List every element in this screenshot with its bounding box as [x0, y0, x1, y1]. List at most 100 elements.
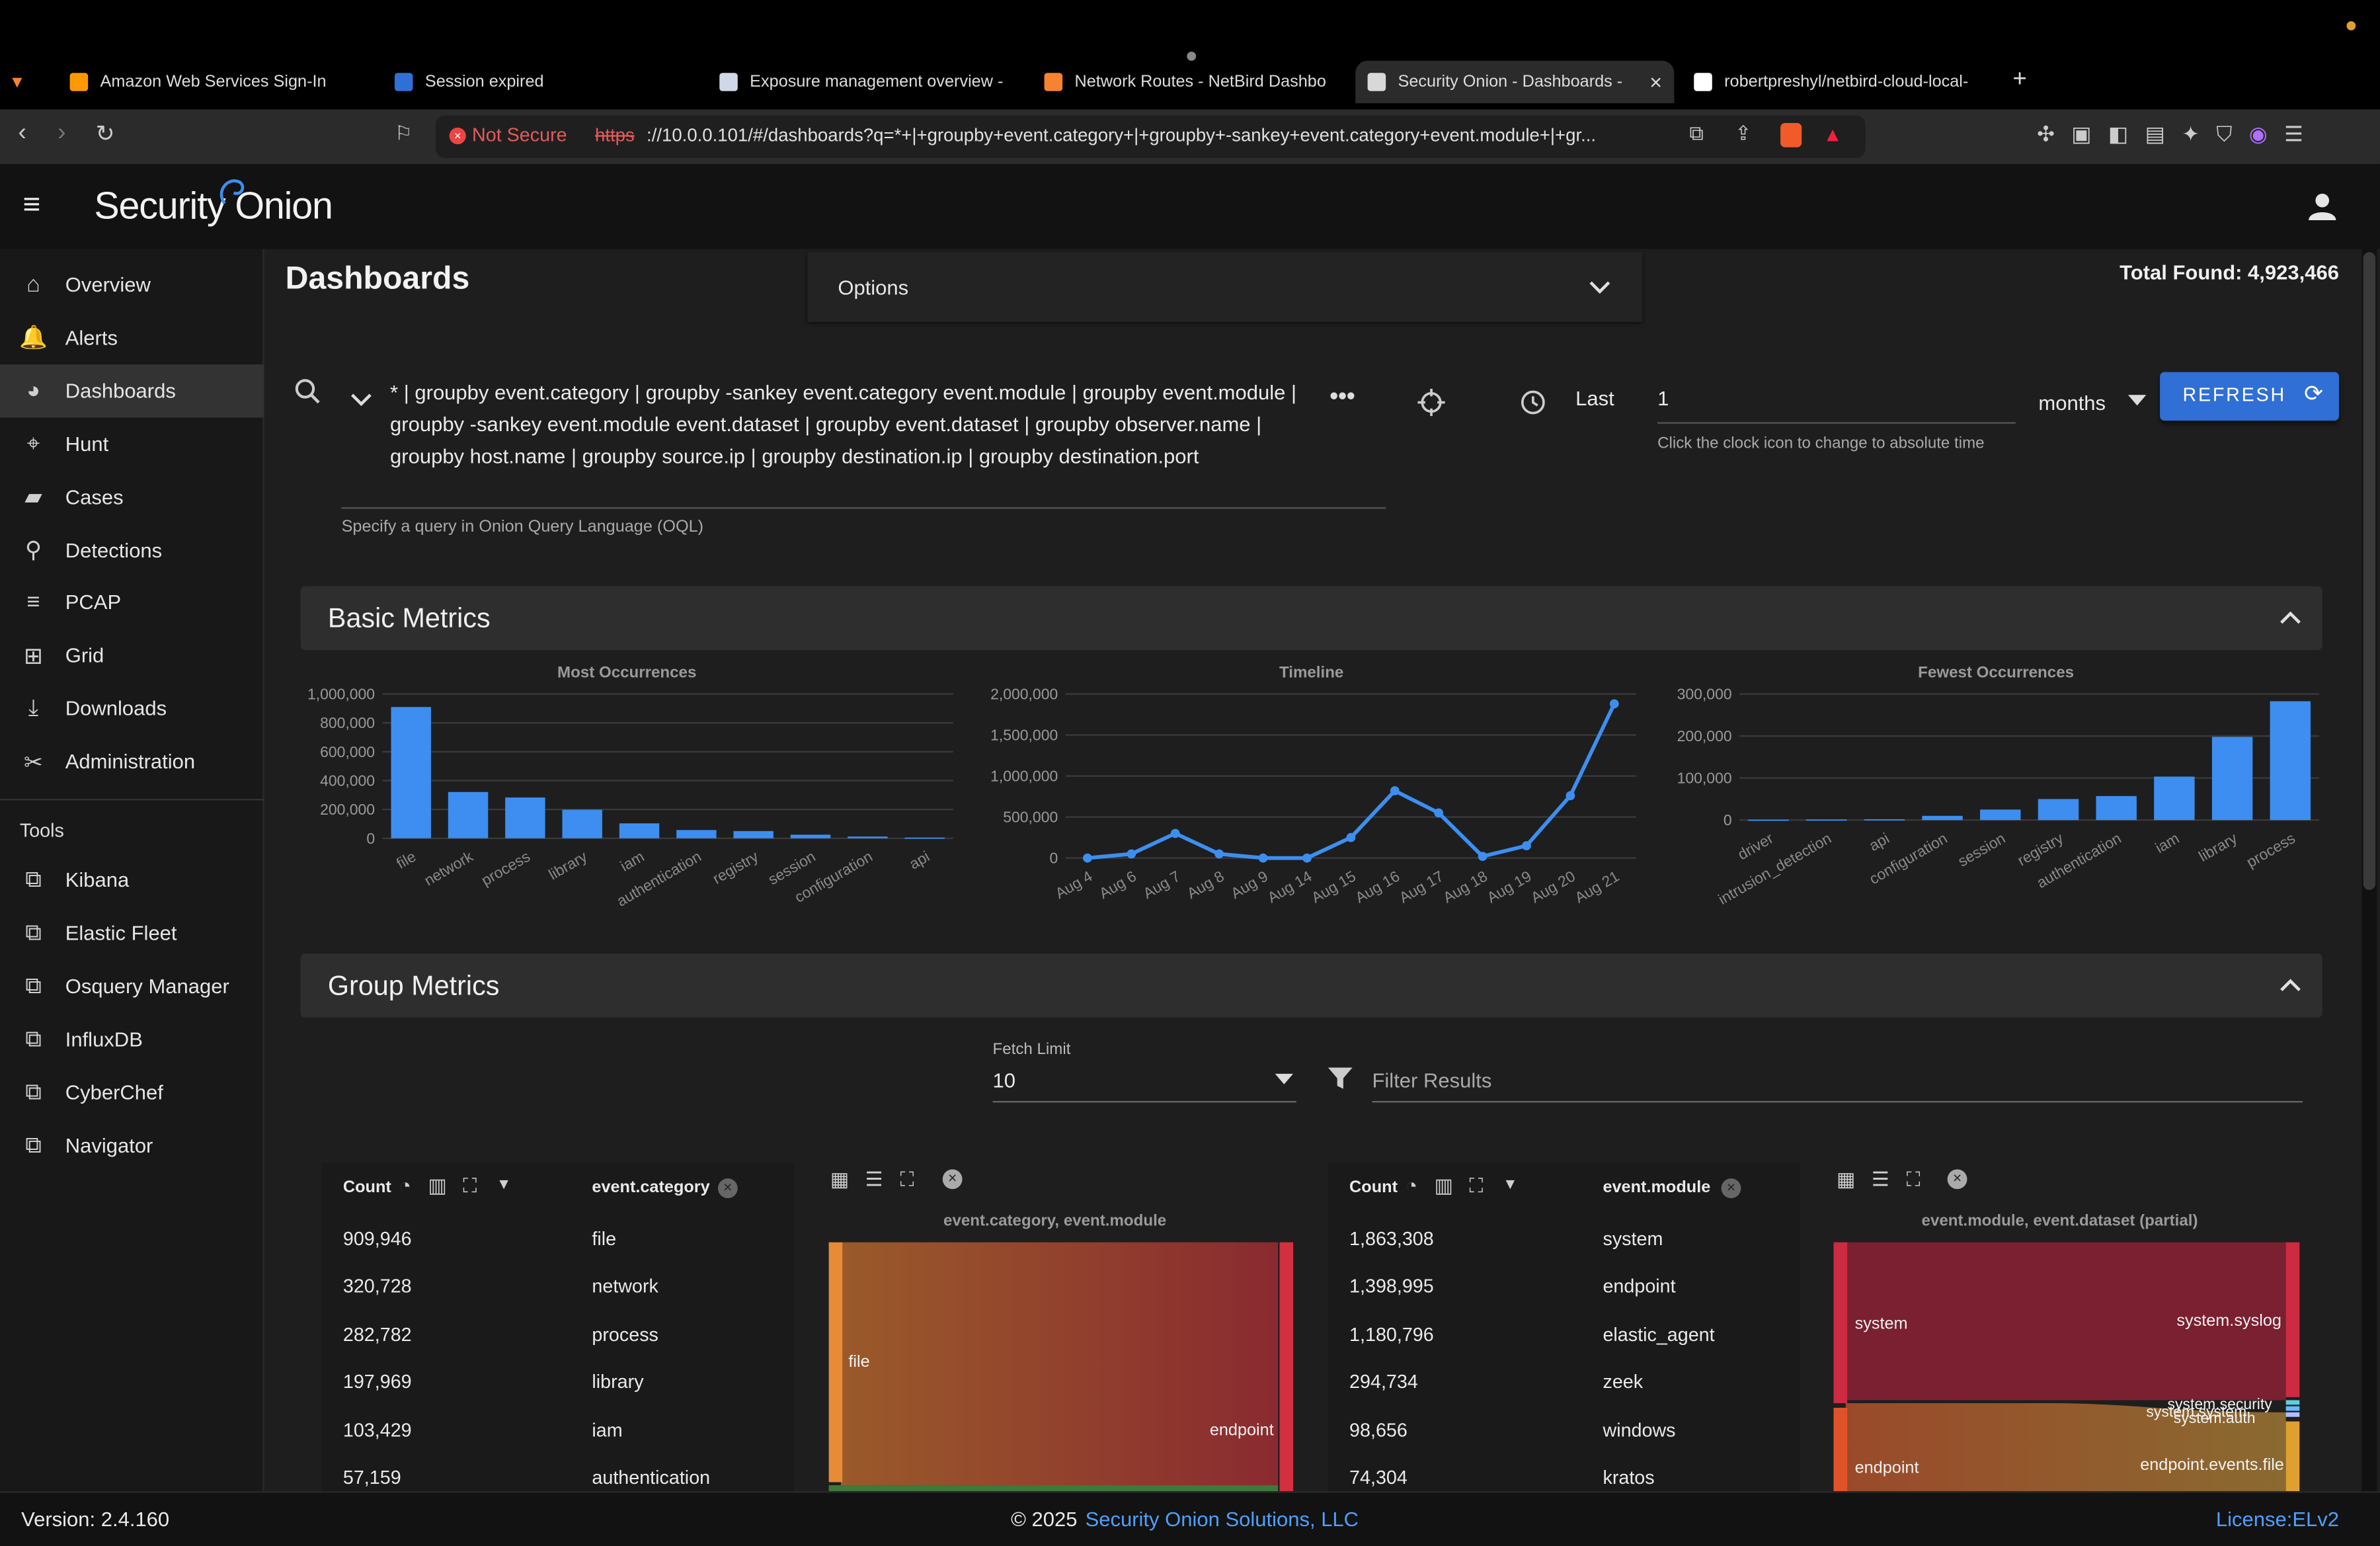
reader-icon[interactable]: ▣ [2071, 121, 2092, 146]
leo-ai-icon[interactable]: ✦ [2182, 121, 2200, 146]
vpn-icon[interactable]: ⛉ [2216, 121, 2233, 146]
browser-tab[interactable]: Session expired [383, 61, 701, 103]
fullscreen-icon[interactable]: ⛶ [900, 1168, 914, 1191]
fetch-limit-dropdown-icon[interactable] [1275, 1073, 1294, 1086]
column-menu-icon[interactable]: ▼ [1502, 1176, 1518, 1194]
list-view-icon[interactable]: ☰ [865, 1168, 883, 1191]
crosshair-icon[interactable] [1417, 388, 1445, 417]
count-column-header[interactable]: Count [1349, 1178, 1398, 1197]
time-unit-dropdown-icon[interactable] [2127, 395, 2147, 407]
count-column-header[interactable]: Count [342, 1178, 391, 1197]
account-icon[interactable] [2307, 191, 2338, 222]
remove-column-icon[interactable]: × [1721, 1178, 1741, 1199]
sidebar-item-grid[interactable]: ⊞ Grid [0, 629, 264, 682]
open-external-icon[interactable]: ⧉ [1689, 121, 1704, 145]
value-cell[interactable]: system [1603, 1228, 1663, 1250]
brave-rewards-icon[interactable]: ▲ [1823, 123, 1843, 146]
sidebar-item-cases[interactable]: ▰ Cases [0, 470, 264, 523]
browser-tab[interactable]: Network Routes - NetBird Dashbo [1032, 61, 1351, 103]
value-cell[interactable]: process [592, 1324, 658, 1346]
fullscreen-icon[interactable]: ⛶ [1906, 1168, 1921, 1191]
sidebar-item-label: Administration [65, 750, 196, 774]
remove-column-icon[interactable]: × [717, 1178, 738, 1199]
tool-link-elastic-fleet[interactable]: ⧉ Elastic Fleet [0, 907, 264, 959]
value-cell[interactable]: library [592, 1371, 644, 1393]
brave-menu-icon[interactable]: ▾ [12, 69, 22, 93]
query-input[interactable]: * | groupby event.category | groupby -sa… [390, 381, 1297, 468]
x-tick-label: Aug 17 [1396, 868, 1447, 907]
bar-chart-icon[interactable]: ▥ [428, 1174, 447, 1197]
browser-tab[interactable]: Exposure management overview - [707, 61, 1026, 103]
value-cell[interactable]: kratos [1603, 1467, 1655, 1488]
close-tab-icon[interactable]: × [1649, 69, 1663, 95]
sidebar-item-administration[interactable]: ✂ Administration [0, 735, 264, 788]
sidebar-item-dashboards[interactable]: ◕ Dashboards [0, 364, 264, 418]
value-cell[interactable]: windows [1603, 1419, 1676, 1441]
tool-link-kibana[interactable]: ⧉ Kibana [0, 854, 264, 907]
bar-chart-icon[interactable]: ▥ [1434, 1174, 1453, 1197]
basic-metrics-header[interactable]: Basic Metrics [300, 586, 2322, 650]
sidebar-item-pcap[interactable]: ≡ PCAP [0, 576, 264, 629]
value-cell[interactable]: authentication [592, 1467, 711, 1488]
browser-tab[interactable]: Amazon Web Services Sign-In [58, 61, 385, 103]
forward-icon[interactable]: › [58, 120, 66, 146]
address-bar[interactable]: × Not Secure https ://10.0.0.101/#/dashb… [435, 115, 1866, 158]
profile-icon[interactable]: ◉ [2248, 121, 2268, 146]
sidebar-item-overview[interactable]: ⌂ Overview [0, 258, 264, 311]
pie-chart-icon[interactable]: ◔ [399, 1174, 411, 1197]
tool-link-influxdb[interactable]: ⧉ InfluxDB [0, 1012, 264, 1065]
group-metrics-header[interactable]: Group Metrics [300, 954, 2322, 1018]
pie-chart-icon[interactable]: ◔ [1406, 1174, 1418, 1197]
hamburger-menu-icon[interactable]: ≡ [22, 188, 41, 222]
table-view-icon[interactable]: ▦ [830, 1168, 850, 1191]
time-unit-select[interactable]: months [2038, 391, 2106, 415]
reload-icon[interactable]: ↻ [95, 121, 115, 147]
sidebar-item-downloads[interactable]: ⤓ Downloads [0, 682, 264, 735]
company-link[interactable]: Security Onion Solutions, LLC [1085, 1508, 1359, 1531]
value-cell[interactable]: iam [592, 1419, 623, 1441]
scrollbar-thumb[interactable] [2363, 252, 2376, 890]
filter-results-input[interactable]: Filter Results [1372, 1069, 1492, 1092]
time-value-input[interactable]: 1 [1657, 387, 1669, 411]
app-logo[interactable]: Security Onion [94, 185, 333, 229]
share-icon[interactable]: ⇪ [1735, 121, 1752, 145]
sidebar-toggle-icon[interactable]: ◧ [2108, 121, 2129, 146]
query-history-dropdown-icon[interactable] [350, 392, 372, 407]
value-cell[interactable]: network [592, 1276, 658, 1298]
tool-link-navigator[interactable]: ⧉ Navigator [0, 1118, 264, 1171]
back-icon[interactable]: ‹ [18, 120, 26, 146]
x-tick-label: process [478, 848, 533, 889]
sidebar-item-hunt[interactable]: ⌖ Hunt [0, 417, 264, 470]
column-menu-icon[interactable]: ▼ [496, 1176, 512, 1194]
event-module-column-header[interactable]: event.module [1603, 1178, 1711, 1197]
license-link[interactable]: License:ELv2 [2215, 1508, 2339, 1531]
tool-link-osquery-manager[interactable]: ⧉ Osquery Manager [0, 959, 264, 1012]
browser-tab[interactable]: robertpreshyl/netbird-cloud-local- [1682, 61, 2001, 103]
wallet-icon[interactable]: ▤ [2145, 121, 2165, 146]
tool-link-cyberchef[interactable]: ⧉ CyberChef [0, 1065, 264, 1118]
browser-tab[interactable]: Security Onion - Dashboards - × [1355, 60, 1675, 104]
value-cell[interactable]: zeek [1603, 1371, 1644, 1393]
refresh-button[interactable]: REFRESH ⟳ [2160, 372, 2339, 421]
query-actions-icon[interactable]: ••• [1329, 384, 1355, 411]
value-cell[interactable]: endpoint [1603, 1276, 1676, 1298]
close-chart-icon[interactable]: × [942, 1169, 963, 1190]
options-expander[interactable]: Options [807, 252, 1643, 322]
brave-shields-icon[interactable] [1780, 123, 1802, 147]
value-cell[interactable]: elastic_agent [1603, 1324, 1715, 1346]
sidebar-item-detections[interactable]: ⚲ Detections [0, 523, 264, 576]
browser-menu-icon[interactable]: ☰ [2284, 121, 2303, 146]
fullscreen-icon[interactable]: ⛶ [1469, 1174, 1484, 1197]
clock-history-icon[interactable] [1518, 387, 1548, 418]
fetch-limit-select[interactable]: 10 [992, 1069, 1016, 1092]
table-view-icon[interactable]: ▦ [1837, 1168, 1856, 1191]
close-chart-icon[interactable]: × [1947, 1169, 1967, 1190]
bookmark-icon[interactable]: ⚐ [394, 121, 413, 145]
value-cell[interactable]: file [592, 1228, 617, 1250]
new-tab-button[interactable]: + [2012, 67, 2027, 93]
list-view-icon[interactable]: ☰ [1871, 1168, 1889, 1191]
sidebar-item-alerts[interactable]: 🔔 Alerts [0, 311, 264, 364]
extensions-icon[interactable]: ✣ [2037, 121, 2055, 146]
event-category-column-header[interactable]: event.category [592, 1178, 710, 1197]
fullscreen-icon[interactable]: ⛶ [463, 1174, 477, 1197]
